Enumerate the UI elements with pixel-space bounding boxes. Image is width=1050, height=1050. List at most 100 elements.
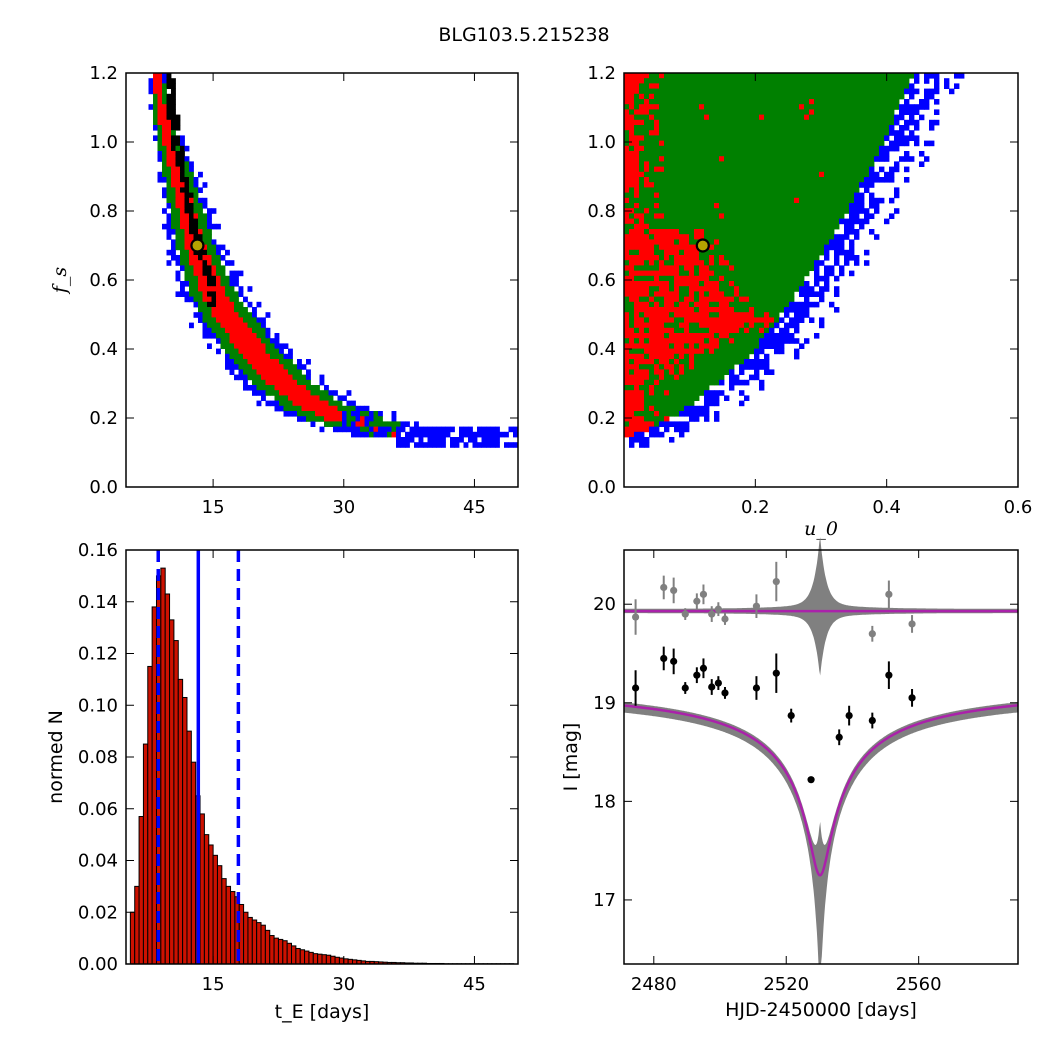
fs-u0-cell-59 <box>924 73 930 79</box>
fs-tE-cell-612 <box>319 374 325 381</box>
fs-u0-cell-55 <box>899 73 905 79</box>
fs-u0-cell-2210 <box>744 291 750 297</box>
fs-u0-cell-1038 <box>794 161 800 167</box>
fs-u0-cell-2583 <box>799 343 805 349</box>
fs-tE-cell-224 <box>207 229 212 235</box>
fs-u0-cell-2170 <box>749 286 755 292</box>
fs-u0-cell-1636 <box>709 223 715 230</box>
fs-tE-cell-833 <box>391 431 397 438</box>
fs-u0-cell-1023 <box>719 161 725 167</box>
fs-tE-cell-530 <box>229 353 235 360</box>
fs-u0-cell-1699 <box>794 229 800 235</box>
fs-u0-cell-1494 <box>749 208 755 214</box>
fs-u0-cell-2797 <box>639 390 645 396</box>
fs-u0-cell-1406 <box>819 197 825 204</box>
fs-u0-cell-1971 <box>789 260 795 266</box>
fs-tE-cell-17 <box>153 88 158 95</box>
fs-u0-cell-1658 <box>819 223 825 230</box>
fs-u0-cell-1424 <box>649 203 655 209</box>
fs-u0-cell-1234 <box>704 182 710 188</box>
fs-tE-cell-872 <box>486 437 491 443</box>
fs-u0-cell-815 <box>809 140 815 147</box>
fs-tE-cell-715 <box>333 405 338 412</box>
fs-u0-cell-2615 <box>624 353 630 360</box>
fs-u0-cell-88 <box>744 78 750 84</box>
fs-u0-cell-2230 <box>644 296 650 303</box>
fs-u0-cell-2655 <box>684 359 690 365</box>
fs-u0-cell-2477 <box>779 327 785 334</box>
fs-u0-cell-617 <box>684 125 690 131</box>
fs-u0-cell-2895 <box>659 416 665 422</box>
fs-u0-ytick-label-4: 0.8 <box>587 201 616 222</box>
fs-u0-cell-713 <box>874 130 880 136</box>
fs-u0-cell-265 <box>704 93 710 100</box>
fs-u0-cell-748 <box>764 135 770 141</box>
fs-u0-cell-847 <box>674 145 680 152</box>
fs-u0-cell-1822 <box>719 244 725 251</box>
fs-u0-cell-738 <box>714 135 720 141</box>
fs-tE-cell-622 <box>288 379 293 386</box>
fs-u0-cell-522 <box>799 114 805 121</box>
fs-u0-cell-1159 <box>869 171 875 178</box>
fs-u0-cell-591 <box>854 119 860 126</box>
fs-u0-cell-1941 <box>639 260 645 266</box>
fs-u0-cell-1781 <box>739 239 745 245</box>
fs-u0-cell-125 <box>624 83 630 89</box>
fs-tE-cell-41 <box>171 109 176 115</box>
fs-u0-cell-1136 <box>754 171 760 178</box>
fs-u0-cell-1417 <box>879 197 885 204</box>
fs-tE-cell-370 <box>184 296 190 303</box>
fs-u0-cell-1252 <box>794 182 800 188</box>
fs-tE-cell-145 <box>198 187 203 193</box>
fs-u0-cell-638 <box>789 125 795 131</box>
fs-u0-cell-2722 <box>739 369 745 375</box>
fs-tE-cell-525 <box>270 348 275 355</box>
fs-u0-cell-1743 <box>784 234 790 240</box>
fs-tE-cell-520 <box>247 348 253 355</box>
fs-u0-cell-2368 <box>764 312 770 318</box>
fs-u0-cell-1876 <box>764 249 770 256</box>
fs-u0-cell-2818 <box>639 395 645 401</box>
fs-u0-cell-1915 <box>729 255 735 261</box>
fs-tE-cell-134 <box>189 182 194 188</box>
histogram-bar-17 <box>203 834 210 965</box>
fs-u0-cell-1260 <box>834 182 840 188</box>
fs-u0-cell-1306 <box>814 187 820 193</box>
fs-tE-cell-502 <box>234 343 239 349</box>
fs-u0-cell-504 <box>709 114 715 121</box>
fs-u0-cell-495 <box>664 114 670 121</box>
fs-u0-cell-983 <box>804 156 810 162</box>
fs-tE-cell-695 <box>319 400 325 407</box>
fs-u0-cell-1816 <box>689 244 695 251</box>
fs-u0-cell-2826 <box>679 395 685 401</box>
fs-tE-cell-709 <box>306 405 311 412</box>
fs-u0-cell-2233 <box>659 296 665 303</box>
fs-u0-cell-1004 <box>624 161 630 167</box>
fs-u0-cell-546 <box>629 119 635 126</box>
fs-u0-cell-1128 <box>714 171 720 178</box>
fs-u0-cell-420 <box>889 104 895 110</box>
fs-u0-cell-490 <box>639 114 645 121</box>
fs-u0-cell-2887 <box>714 411 720 417</box>
fs-u0-cell-2936 <box>644 437 650 443</box>
fs-u0-cell-1392 <box>749 197 755 204</box>
fs-u0-cell-2331 <box>769 307 775 313</box>
fs-u0-cell-1563 <box>839 213 845 219</box>
fs-u0-cell-178 <box>889 83 895 89</box>
fs-u0-cell-988 <box>829 156 835 162</box>
fs-u0-cell-161 <box>804 83 810 89</box>
fs-u0-cell-611 <box>654 125 660 131</box>
fs-u0-cell-1698 <box>789 229 795 235</box>
fs-u0-cell-1825 <box>734 244 740 251</box>
fs-u0-cell-2889 <box>629 416 635 422</box>
fs-tE-cell-691 <box>301 400 307 407</box>
fs-tE-cell-798 <box>378 426 383 433</box>
fs-tE-cell-273 <box>193 255 199 261</box>
fs-u0-cell-1530 <box>674 213 680 219</box>
fs-u0-cell-1214 <box>879 177 885 183</box>
fs-u0-cell-736 <box>704 135 710 141</box>
fs-u0-cell-2628 <box>689 353 695 360</box>
fs-u0-cell-1633 <box>694 223 700 230</box>
fs-u0-cell-1510 <box>829 208 835 214</box>
fs-u0-cell-1439 <box>724 203 730 209</box>
